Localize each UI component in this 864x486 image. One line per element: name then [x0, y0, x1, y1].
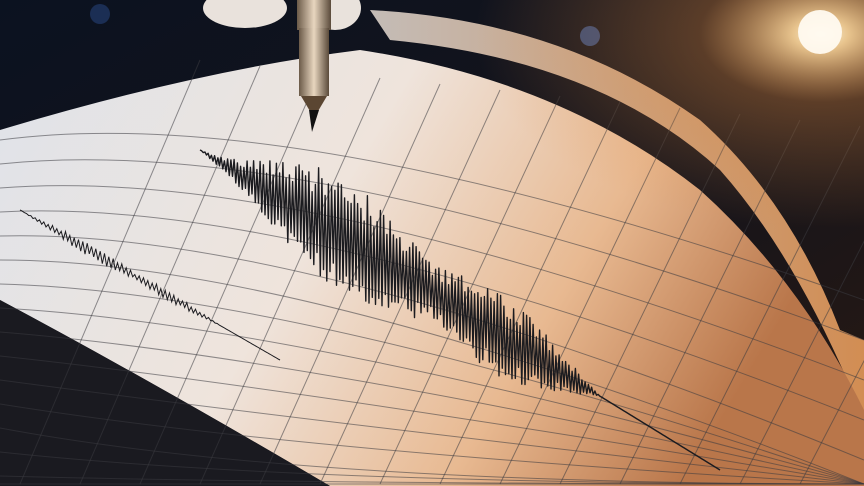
seismograph-photo	[0, 0, 864, 486]
light-flare-icon	[0, 0, 864, 486]
seismograph-illustration	[0, 0, 864, 486]
light-source	[798, 10, 842, 54]
